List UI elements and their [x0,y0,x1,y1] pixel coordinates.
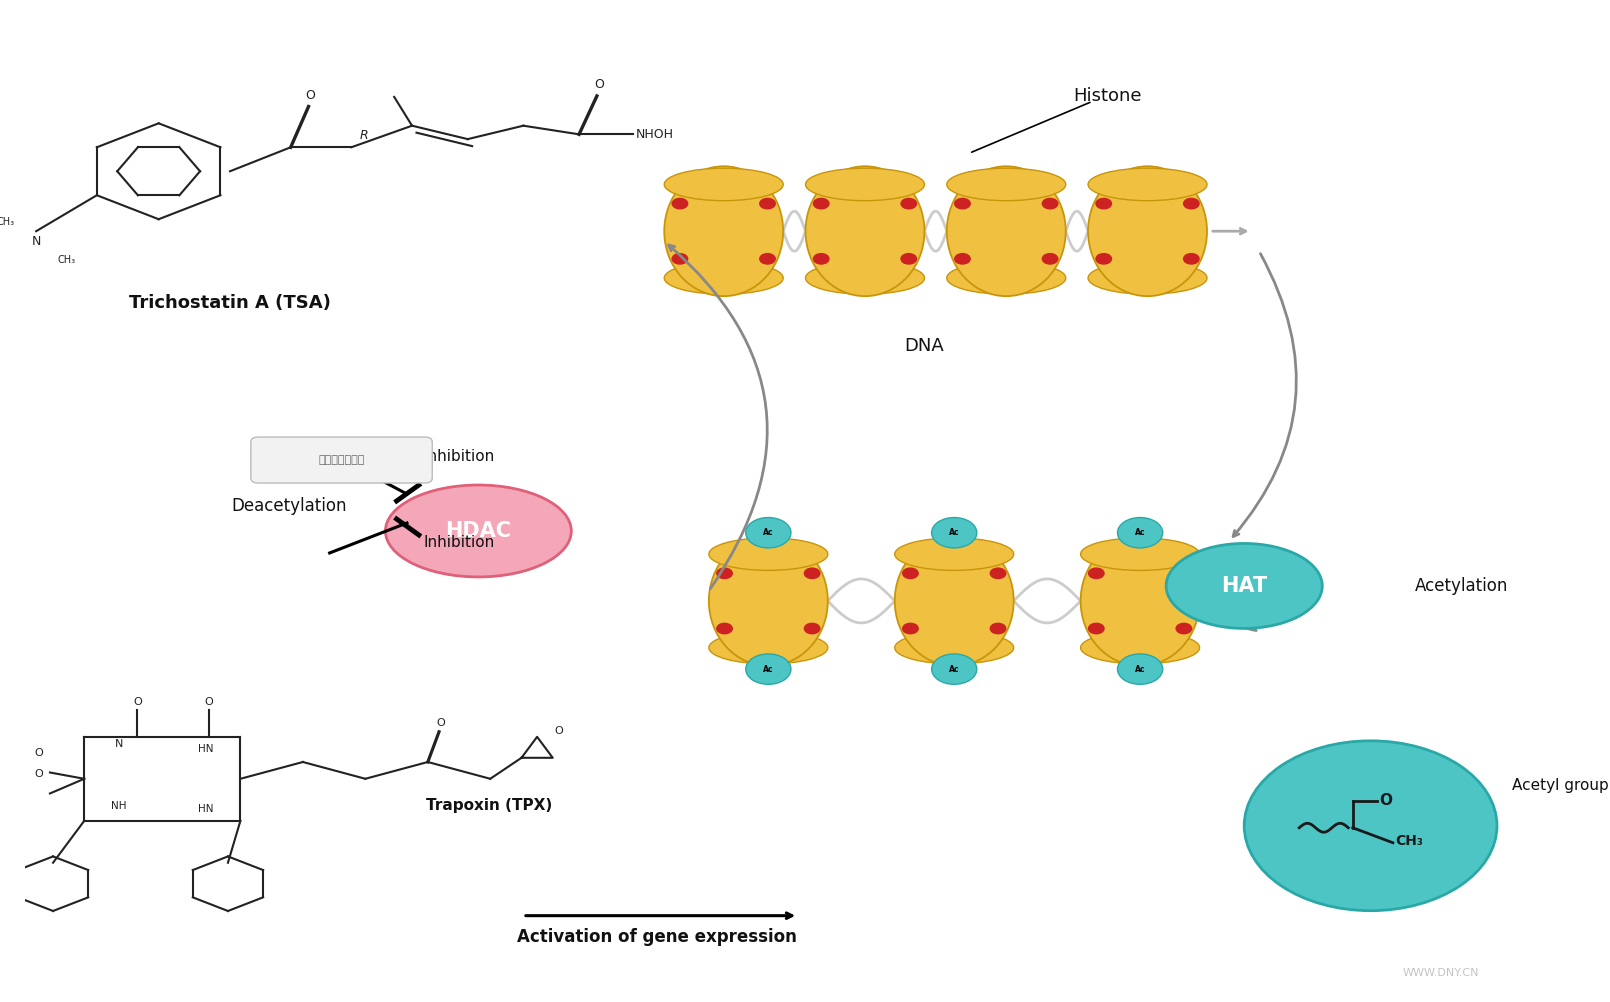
Text: Ac: Ac [948,664,960,673]
Text: CH₃: CH₃ [0,216,14,226]
Text: Trapoxin (TPX): Trapoxin (TPX) [427,799,552,814]
Ellipse shape [805,262,924,295]
Ellipse shape [665,262,782,295]
Circle shape [955,254,971,264]
Circle shape [805,568,819,578]
Text: O: O [204,696,214,706]
Text: HDAC: HDAC [446,521,512,541]
Circle shape [1117,518,1162,548]
Circle shape [1245,740,1497,911]
Text: O: O [34,747,43,758]
Circle shape [1096,198,1111,208]
Text: N: N [114,739,122,749]
Text: O: O [554,726,563,736]
Circle shape [1177,623,1191,633]
Text: HN: HN [198,743,214,754]
Ellipse shape [895,536,1014,666]
Circle shape [990,568,1006,578]
Text: O: O [1380,794,1393,809]
Circle shape [1183,254,1199,264]
Circle shape [1088,623,1104,633]
Text: Ac: Ac [763,528,773,537]
Circle shape [932,518,977,548]
Text: Inhibition: Inhibition [423,449,494,464]
Ellipse shape [1088,168,1208,200]
Circle shape [745,518,791,548]
Circle shape [760,198,776,208]
Ellipse shape [665,168,782,200]
Text: O: O [306,89,316,102]
Text: Histone: Histone [1074,87,1141,105]
Text: R: R [361,128,369,141]
Circle shape [716,623,733,633]
Circle shape [1042,254,1058,264]
Circle shape [932,654,977,684]
Text: CH₃: CH₃ [58,255,76,265]
Circle shape [805,623,819,633]
Text: Deacetylation: Deacetylation [232,497,348,515]
Circle shape [903,623,918,633]
Ellipse shape [1088,166,1208,297]
Text: 点击查看源网页: 点击查看源网页 [319,455,365,465]
Text: Activation of gene expression: Activation of gene expression [517,928,797,946]
Ellipse shape [665,166,782,297]
Circle shape [745,654,791,684]
Circle shape [1042,198,1058,208]
Circle shape [902,254,916,264]
Ellipse shape [947,166,1066,297]
Ellipse shape [1080,536,1199,666]
Text: CH₃: CH₃ [1396,835,1423,849]
Circle shape [1117,654,1162,684]
Text: O: O [594,78,604,91]
Circle shape [955,198,971,208]
Circle shape [673,198,687,208]
Circle shape [813,254,829,264]
Ellipse shape [708,538,828,570]
FancyBboxPatch shape [251,437,431,483]
Circle shape [673,254,687,264]
Text: Trichostatin A (TSA): Trichostatin A (TSA) [129,295,330,313]
Ellipse shape [947,168,1066,200]
Ellipse shape [1080,538,1199,570]
Text: Acetyl group: Acetyl group [1512,779,1608,794]
Text: NH: NH [111,801,127,811]
Circle shape [1088,568,1104,578]
Circle shape [1177,568,1191,578]
Circle shape [990,623,1006,633]
Ellipse shape [805,168,924,200]
Circle shape [1096,254,1111,264]
Ellipse shape [708,631,828,664]
Text: WWW.DNY.CN: WWW.DNY.CN [1402,968,1480,978]
Text: N: N [32,235,40,248]
Ellipse shape [895,538,1014,570]
Text: DNA: DNA [905,337,945,355]
Ellipse shape [1166,543,1322,628]
Ellipse shape [947,262,1066,295]
Text: Ac: Ac [1135,528,1145,537]
Ellipse shape [708,536,828,666]
Text: Acetylation: Acetylation [1415,577,1509,595]
Circle shape [1183,198,1199,208]
Text: HAT: HAT [1220,576,1267,596]
Ellipse shape [895,631,1014,664]
Text: NHOH: NHOH [636,128,675,141]
Text: HN: HN [198,804,214,814]
Text: Ac: Ac [1135,664,1145,673]
Ellipse shape [1080,631,1199,664]
Text: Inhibition: Inhibition [423,535,494,550]
Text: O: O [134,696,142,706]
Ellipse shape [805,166,924,297]
Circle shape [903,568,918,578]
Circle shape [813,198,829,208]
Circle shape [902,198,916,208]
Text: O: O [34,769,43,779]
Circle shape [716,568,733,578]
Text: O: O [436,717,444,727]
Ellipse shape [1088,262,1208,295]
Circle shape [760,254,776,264]
Ellipse shape [385,485,572,577]
Text: Ac: Ac [763,664,773,673]
Text: Ac: Ac [948,528,960,537]
